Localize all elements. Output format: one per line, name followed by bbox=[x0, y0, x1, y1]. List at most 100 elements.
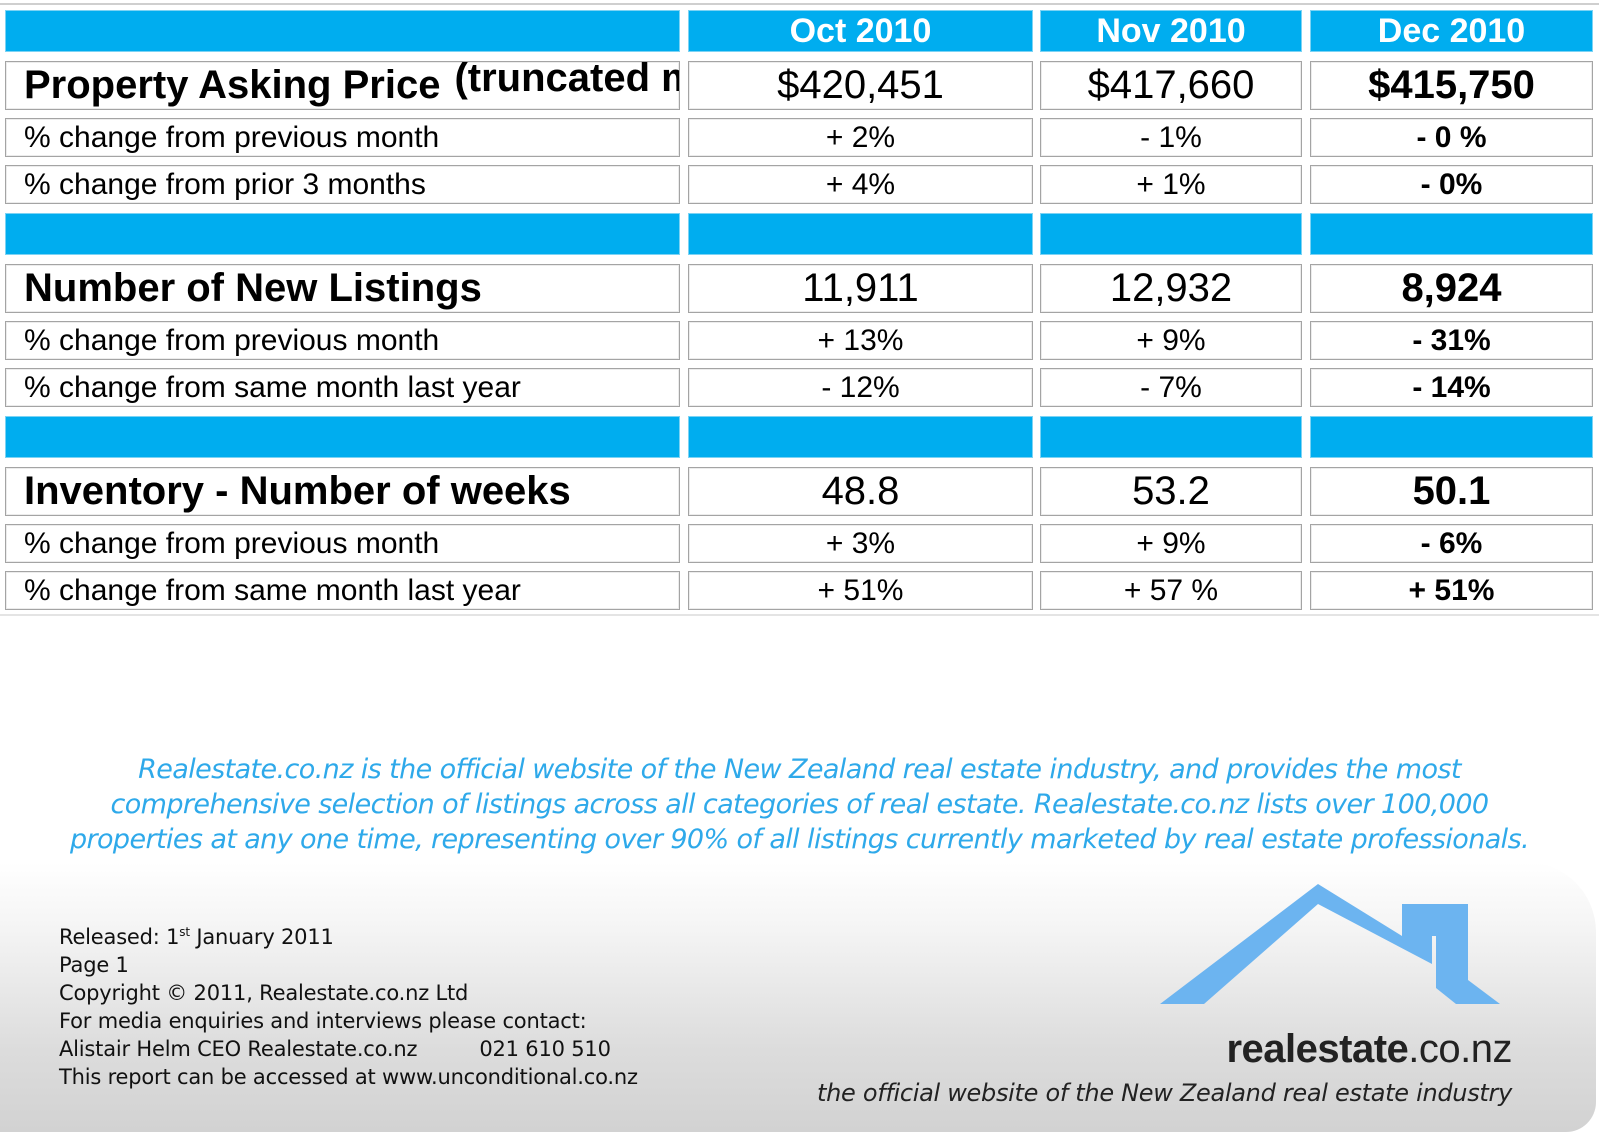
blurb-line: Realestate.co.nz is the official website… bbox=[138, 754, 1461, 785]
cell-value: + 4% bbox=[825, 167, 896, 201]
header-cell-dec-2010: Dec 2010 bbox=[1310, 10, 1593, 52]
row-label-cell: % change from previous month bbox=[5, 321, 680, 360]
separator-cell bbox=[1040, 213, 1302, 255]
cell-value: 8,924 bbox=[1401, 266, 1502, 310]
column-heading: Nov 2010 bbox=[1096, 11, 1246, 50]
table-row: % change from same month last year - 12%… bbox=[0, 368, 1599, 407]
row-label: % change from prior 3 months bbox=[24, 167, 426, 201]
release-info: Released: 1st January 2011 Page 1 Copyri… bbox=[59, 918, 638, 1091]
value-cell: 50.1 bbox=[1310, 467, 1593, 516]
separator-cell bbox=[1310, 213, 1593, 255]
section-main-row-new-listings: Number of New Listings 11,911 12,932 8,9… bbox=[0, 264, 1599, 313]
cell-value: $415,750 bbox=[1368, 63, 1535, 107]
value-cell: - 7% bbox=[1040, 368, 1302, 407]
cell-value: 12,932 bbox=[1109, 266, 1233, 310]
contact-line: Alistair Helm CEO Realestate.co.nz 021 61… bbox=[59, 1035, 638, 1063]
table-header-row: Oct 2010 Nov 2010 Dec 2010 bbox=[0, 10, 1599, 52]
cell-value: - 7% bbox=[1140, 370, 1202, 404]
section-main-row-inventory: Inventory - Number of weeks 48.8 53.2 50… bbox=[0, 467, 1599, 516]
cell-value: + 9% bbox=[1136, 323, 1206, 357]
table-row: % change from same month last year + 51%… bbox=[0, 571, 1599, 610]
row-label-cell: Property Asking Price (truncated mean) bbox=[5, 61, 680, 110]
value-cell: + 13% bbox=[688, 321, 1033, 360]
cell-value: + 13% bbox=[817, 323, 904, 357]
header-cell-empty bbox=[5, 10, 680, 52]
value-cell: + 4% bbox=[688, 165, 1033, 204]
row-label-cell: % change from same month last year bbox=[5, 368, 680, 407]
separator-cell bbox=[5, 416, 680, 458]
value-cell: - 0 % bbox=[1310, 118, 1593, 157]
value-cell: + 57 % bbox=[1040, 571, 1302, 610]
value-cell: - 31% bbox=[1310, 321, 1593, 360]
row-label-cell: % change from prior 3 months bbox=[5, 165, 680, 204]
header-cell-oct-2010: Oct 2010 bbox=[688, 10, 1033, 52]
cell-value: $417,660 bbox=[1087, 63, 1255, 107]
value-cell: $417,660 bbox=[1040, 61, 1302, 110]
table-bottom-border bbox=[0, 614, 1599, 616]
row-label-cell: Number of New Listings bbox=[5, 264, 680, 313]
value-cell: 48.8 bbox=[688, 467, 1033, 516]
value-cell: $420,451 bbox=[688, 61, 1033, 110]
cell-value: $420,451 bbox=[777, 63, 944, 107]
about-blurb: Realestate.co.nz is the official website… bbox=[20, 752, 1579, 857]
row-label-cell: % change from previous month bbox=[5, 118, 680, 157]
brand-tagline: the official website of the New Zealand … bbox=[817, 1079, 1512, 1107]
value-cell: + 51% bbox=[688, 571, 1033, 610]
section-main-row-property-asking-price: Property Asking Price (truncated mean) $… bbox=[0, 61, 1599, 110]
cell-value: - 0 % bbox=[1416, 120, 1487, 154]
cell-value: + 51% bbox=[1408, 573, 1495, 607]
cell-value: + 9% bbox=[1136, 526, 1206, 560]
section-title: Property Asking Price bbox=[24, 63, 441, 107]
value-cell: + 9% bbox=[1040, 524, 1302, 563]
released-line: Released: 1st January 2011 bbox=[59, 925, 334, 949]
section-title: Number of New Listings bbox=[24, 266, 482, 310]
value-cell: + 51% bbox=[1310, 571, 1593, 610]
value-cell: 12,932 bbox=[1040, 264, 1302, 313]
cell-value: - 14% bbox=[1412, 370, 1491, 404]
cell-value: + 57 % bbox=[1123, 573, 1219, 607]
blurb-line: comprehensive selection of listings acro… bbox=[110, 789, 1490, 820]
separator-cell bbox=[1040, 416, 1302, 458]
value-cell: $415,750 bbox=[1310, 61, 1593, 110]
cell-value: + 2% bbox=[825, 120, 896, 154]
cell-value: - 6% bbox=[1420, 526, 1483, 560]
separator-cell bbox=[1310, 416, 1593, 458]
house-logo-icon bbox=[1160, 884, 1500, 1004]
contact-name: Alistair Helm CEO Realestate.co.nz bbox=[59, 1037, 418, 1061]
row-label-cell: % change from same month last year bbox=[5, 571, 680, 610]
page-number: Page 1 bbox=[59, 953, 129, 977]
cell-value: + 1% bbox=[1136, 167, 1206, 201]
report-access-link[interactable]: This report can be accessed at www.uncon… bbox=[59, 1065, 638, 1089]
value-cell: + 1% bbox=[1040, 165, 1302, 204]
row-label: % change from same month last year bbox=[24, 573, 521, 607]
cell-value: 53.2 bbox=[1132, 469, 1210, 513]
section-title: Inventory - Number of weeks bbox=[24, 469, 571, 513]
contact-phone: 021 610 510 bbox=[479, 1037, 611, 1061]
section-separator-row bbox=[0, 213, 1599, 255]
statistics-table: Oct 2010 Nov 2010 Dec 2010 Property Aski… bbox=[0, 10, 1599, 610]
value-cell: - 12% bbox=[688, 368, 1033, 407]
section-separator-row bbox=[0, 416, 1599, 458]
table-row: % change from previous month + 2% - 1% -… bbox=[0, 118, 1599, 157]
value-cell: + 3% bbox=[688, 524, 1033, 563]
table-row: % change from previous month + 13% + 9% … bbox=[0, 321, 1599, 360]
media-contact-label: For media enquiries and interviews pleas… bbox=[59, 1009, 587, 1033]
separator-cell bbox=[688, 213, 1033, 255]
separator-cell bbox=[5, 213, 680, 255]
row-label: % change from previous month bbox=[24, 120, 440, 154]
section-note: (truncated mean) bbox=[454, 61, 679, 100]
cell-value: - 31% bbox=[1412, 323, 1491, 357]
value-cell: + 9% bbox=[1040, 321, 1302, 360]
house-roof-shape bbox=[1160, 884, 1500, 1004]
table-row: % change from prior 3 months + 4% + 1% -… bbox=[0, 165, 1599, 204]
cell-value: + 51% bbox=[817, 573, 904, 607]
row-label-cell: Inventory - Number of weeks bbox=[5, 467, 680, 516]
cell-value: 50.1 bbox=[1412, 469, 1491, 513]
value-cell: 11,911 bbox=[688, 264, 1033, 313]
column-heading: Dec 2010 bbox=[1377, 11, 1526, 50]
value-cell: - 6% bbox=[1310, 524, 1593, 563]
header-cell-nov-2010: Nov 2010 bbox=[1040, 10, 1302, 52]
row-label: % change from previous month bbox=[24, 323, 440, 357]
table-top-border bbox=[0, 3, 1599, 5]
separator-cell bbox=[688, 416, 1033, 458]
